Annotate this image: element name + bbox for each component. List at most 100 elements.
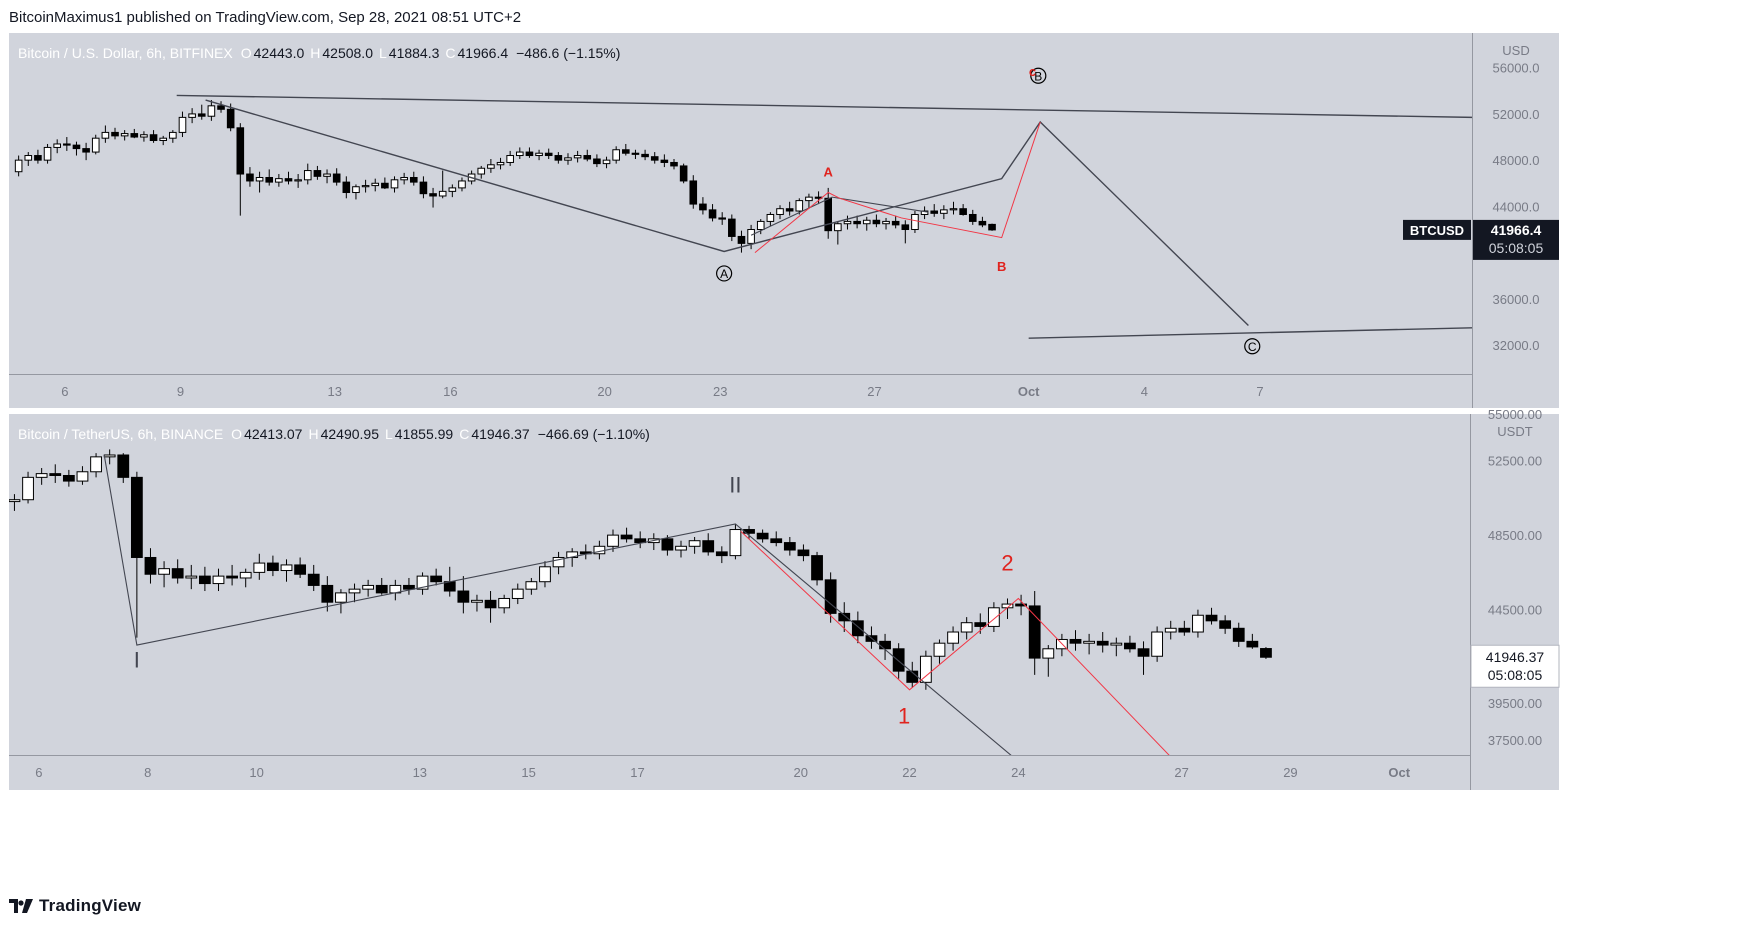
candle [487,164,495,169]
candle [1124,642,1136,650]
publisher-line: BitcoinMaximus1 published on TradingView… [9,9,522,26]
ohlc-key: H [308,426,318,442]
candle [838,612,851,622]
candle [307,573,320,586]
candle [872,219,881,225]
x-tick-label: Oct [1018,384,1040,399]
candle [1110,642,1123,646]
candle [959,208,967,215]
candle [53,143,61,148]
ohlc-value: 41946.37 [471,426,530,442]
wave-line-black [205,99,1249,326]
y-tick-label: 44500.00 [1488,603,1542,618]
price-tag-bg [1473,219,1559,260]
candle [593,158,601,165]
btcusd-chart-panel[interactable]: ABCABc32000.036000.040000.044000.048000.… [9,33,1559,408]
candle [688,540,701,547]
candle [14,159,23,173]
candle [851,620,864,637]
candle [239,571,252,579]
candle [496,161,505,166]
candle [525,151,534,157]
candle [294,564,307,575]
ohlc-value: 41966.4 [458,45,509,61]
candle [458,180,466,189]
price-tag-bg [1470,644,1560,688]
candle [554,155,563,161]
candle [947,631,959,644]
x-tick-label: 6 [35,765,42,780]
ohlc-key: O [241,45,252,61]
footer-brand[interactable]: TradingView [9,895,141,917]
x-tick-label: 13 [413,765,427,780]
price-axis [1471,414,1559,755]
candle [226,108,235,129]
candle [111,131,119,137]
symbol-legend: Bitcoin / U.S. Dollar, 6h, BITFINEX O 4244… [18,45,620,61]
candle [457,590,470,603]
candle [149,134,158,142]
candle [747,229,755,244]
symbol-title: Bitcoin / U.S. Dollar, 6h, BITFINEX [18,45,233,61]
candle [178,116,187,133]
x-tick-label: 17 [630,765,644,780]
candle [544,152,553,157]
candle [853,220,861,225]
candle [729,529,742,557]
ohlc-key: C [445,45,455,61]
y-tick-label: 48500.00 [1488,528,1542,543]
wave-line-black [1028,327,1472,339]
candle [498,597,511,609]
candle [267,562,279,572]
candle [140,134,148,138]
candle [265,176,274,183]
candle [9,499,21,503]
candle [253,562,266,573]
candle [430,575,443,583]
wave-label: A [720,267,728,281]
candle [679,165,688,182]
plot-area [9,33,1472,374]
candle [416,575,429,590]
last-price-value: 41946.37 [1486,649,1545,665]
wave-line-red [740,531,1170,755]
candle [766,213,775,222]
candle [670,161,678,167]
candle [702,540,715,553]
candle [443,581,456,592]
btcusdt-chart-panel[interactable]: III1237500.0039500.0044500.0048500.00525… [9,407,1560,790]
y-tick-label: 37500.00 [1488,733,1542,748]
candle [24,155,33,161]
candle [1260,648,1272,658]
ohlc-value: 42413.07 [244,426,303,442]
candle [811,555,823,581]
candle [622,149,630,154]
x-tick-label: 16 [443,384,457,399]
x-tick-label: 15 [521,765,535,780]
y-tick-label: 56000.0 [1493,61,1540,76]
wave-label: 1 [898,703,910,728]
candle [506,155,514,163]
candle [1096,640,1109,646]
candle [246,173,254,182]
ohlc-value: 42490.95 [321,426,380,442]
candle [689,180,698,205]
candle [362,584,375,590]
candle [321,584,334,603]
y-tick-label: 36000.0 [1493,292,1540,307]
ohlc-key: L [379,45,387,61]
price-change: −466.69 (−1.10%) [538,426,650,442]
candle [728,218,736,237]
candle [130,133,139,138]
candle [1192,614,1204,633]
candle [400,176,408,181]
candle [90,456,102,473]
candle [303,170,312,181]
candle [718,217,726,220]
candle [448,187,457,192]
candle [43,146,52,161]
candle [117,454,130,478]
candle [641,153,649,158]
ohlc-key: H [310,45,320,61]
plot-contents: A B C A Bc [14,64,1472,355]
